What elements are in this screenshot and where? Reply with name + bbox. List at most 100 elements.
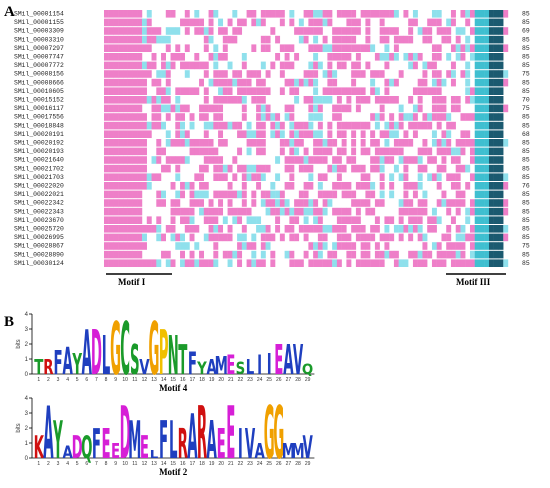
alignment-cell [365, 242, 371, 250]
alignment-cell [412, 121, 418, 130]
alignment-cell [355, 70, 361, 78]
alignment-cell [465, 259, 471, 267]
alignment-cell [488, 18, 494, 27]
alignment-cell [123, 242, 128, 250]
alignment-cell [256, 104, 262, 113]
alignment-cell [104, 27, 109, 35]
alignment-cell [113, 53, 119, 61]
alignment-cell [389, 182, 395, 190]
alignment-cell [113, 250, 119, 259]
alignment-cell [165, 61, 171, 70]
alignment-cell [474, 182, 480, 190]
alignment-cell [455, 104, 461, 113]
alignment-cell [142, 27, 147, 35]
alignment-cell [417, 207, 423, 216]
alignment-cell [227, 61, 233, 70]
alignment-cell [446, 27, 452, 35]
alignment-cell [498, 35, 504, 44]
alignment-cell [346, 104, 352, 113]
alignment-cell [417, 96, 423, 104]
alignment-cell [222, 27, 228, 35]
sequence-length: 85 [522, 226, 530, 233]
alignment-cell [484, 35, 490, 44]
alignment-cell [498, 87, 504, 95]
alignment-cell [194, 199, 200, 207]
alignment-cell [422, 164, 428, 173]
alignment-cell [137, 53, 143, 61]
logo-column: G [149, 309, 160, 392]
logo-column: L [246, 356, 255, 380]
alignment-cell [436, 173, 442, 181]
alignment-cell [317, 130, 323, 138]
alignment-cell [308, 104, 314, 113]
alignment-cell [441, 113, 447, 121]
logo-column: Q [81, 429, 92, 465]
alignment-cell [189, 61, 195, 70]
alignment-cell [336, 242, 342, 250]
alignment-cell [170, 225, 176, 233]
alignment-cell [194, 27, 200, 35]
alignment-cell [137, 259, 143, 267]
alignment-cell [146, 225, 152, 233]
alignment-cell [279, 87, 285, 95]
alignment-cell [184, 87, 190, 95]
alignment-cell [460, 147, 466, 156]
alignment-cell [118, 44, 124, 52]
alignment-cell [222, 139, 228, 147]
logo-letter: E [226, 349, 235, 381]
alignment-cell [408, 121, 414, 130]
alignment-cell [213, 147, 219, 156]
alignment-cell [156, 104, 162, 113]
alignment-cell [479, 35, 485, 44]
alignment-cell [317, 156, 323, 164]
alignment-cell [222, 233, 228, 242]
alignment-cell [412, 10, 418, 18]
alignment-cell [294, 87, 300, 95]
logo-column: Y [72, 348, 83, 381]
alignment-cell [127, 130, 133, 138]
sequence-length: 85 [522, 260, 530, 267]
alignment-cell [275, 156, 281, 164]
alignment-cell [498, 242, 504, 250]
alignment-cell [436, 10, 442, 18]
alignment-cell [180, 233, 185, 242]
alignment-cell [412, 182, 418, 190]
position-label: 15 [170, 461, 176, 467]
alignment-cell [108, 70, 114, 78]
alignment-cell [246, 78, 252, 87]
alignment-cell [123, 35, 128, 44]
alignment-cell [465, 10, 471, 18]
alignment-cell [341, 121, 347, 130]
alignment-cell [351, 61, 357, 70]
alignment-cell [474, 207, 480, 216]
logo-column: I [267, 348, 272, 381]
alignment-cell [118, 182, 124, 190]
alignment-cell [503, 70, 509, 78]
alignment-cell [484, 121, 490, 130]
alignment-cell [123, 147, 128, 156]
alignment-cell [488, 87, 494, 95]
alignment-cell [118, 190, 124, 199]
alignment-cell [108, 10, 114, 18]
alignment-cell [199, 190, 205, 199]
alignment-cell [498, 78, 504, 87]
alignment-cell [327, 70, 333, 78]
alignment-cell [436, 216, 442, 224]
alignment-cell [431, 10, 437, 18]
alignment-cell [474, 225, 480, 233]
alignment-cell [341, 242, 347, 250]
alignment-cell [237, 164, 243, 173]
alignment-cell [436, 121, 442, 130]
alignment-cell [441, 139, 447, 147]
alignment-cell [137, 96, 143, 104]
alignment-cell [379, 233, 385, 242]
alignment-cell [488, 173, 494, 181]
alignment-cell [503, 225, 509, 233]
alignment-cell [389, 250, 395, 259]
logo-column: A [62, 339, 73, 383]
alignment-cell [104, 164, 109, 173]
alignment-cell [232, 207, 238, 216]
alignment-cell [104, 207, 109, 216]
alignment-cell [127, 113, 133, 121]
alignment-cell [341, 164, 347, 173]
